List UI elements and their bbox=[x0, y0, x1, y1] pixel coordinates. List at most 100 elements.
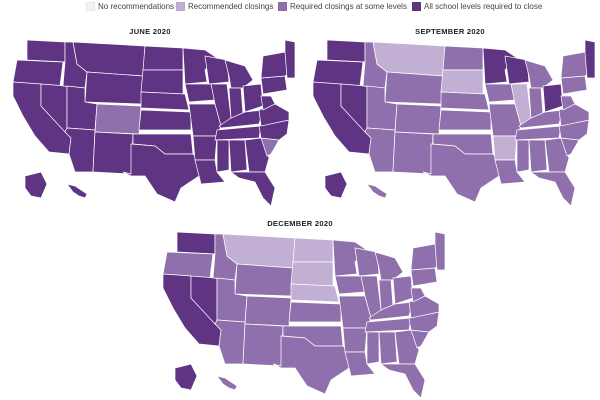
state-or bbox=[12, 59, 64, 87]
state-wy bbox=[384, 71, 444, 105]
state-wy bbox=[234, 263, 294, 297]
state-ne bbox=[440, 91, 490, 111]
map-september-2020: SEPTEMBER 2020 bbox=[305, 26, 596, 207]
state-ia bbox=[184, 83, 216, 103]
state-nm bbox=[392, 131, 434, 175]
state-pa bbox=[560, 75, 588, 95]
state-fl bbox=[379, 363, 426, 399]
state-ga bbox=[244, 137, 270, 173]
map-title: SEPTEMBER 2020 bbox=[415, 27, 485, 36]
state-pa bbox=[260, 75, 288, 95]
state-ks bbox=[138, 109, 192, 131]
state-co bbox=[94, 103, 142, 135]
state-pa bbox=[410, 267, 438, 287]
state-al bbox=[528, 139, 548, 173]
legend-label: No recommendations bbox=[98, 1, 175, 11]
state-ak bbox=[24, 171, 48, 199]
state-sd bbox=[140, 69, 184, 95]
state-ga bbox=[394, 329, 420, 365]
state-nd bbox=[142, 45, 184, 71]
state-ar bbox=[342, 327, 368, 353]
state-ms bbox=[216, 139, 230, 173]
state-ne6 bbox=[434, 231, 446, 271]
state-nd bbox=[442, 45, 484, 71]
state-wv bbox=[560, 95, 576, 111]
state-mi bbox=[524, 59, 554, 89]
state-la bbox=[494, 159, 526, 185]
state-ia bbox=[484, 83, 516, 103]
state-wi bbox=[504, 55, 530, 85]
state-mi bbox=[224, 59, 254, 89]
state-hi bbox=[366, 183, 388, 199]
state-sd bbox=[440, 69, 484, 95]
state-ms bbox=[366, 331, 380, 365]
legend-item-required-some-levels: Required closings at some levels bbox=[278, 0, 407, 12]
legend-swatch bbox=[412, 1, 421, 11]
state-hi bbox=[216, 375, 238, 391]
state-co bbox=[394, 103, 442, 135]
state-co bbox=[244, 295, 292, 327]
state-wa bbox=[176, 231, 216, 255]
state-hi bbox=[66, 183, 88, 199]
state-ne6 bbox=[584, 39, 596, 79]
legend-label: All school levels required to close bbox=[424, 1, 543, 11]
state-ne bbox=[290, 283, 340, 303]
state-wv bbox=[410, 287, 426, 303]
state-tx bbox=[122, 143, 202, 203]
state-wa bbox=[26, 39, 66, 63]
state-az bbox=[214, 319, 246, 365]
state-az bbox=[64, 127, 96, 173]
state-ga bbox=[544, 137, 570, 173]
state-az bbox=[364, 127, 396, 173]
state-ne6 bbox=[284, 39, 296, 79]
legend-label: Required closings at some levels bbox=[290, 1, 407, 11]
state-oh bbox=[392, 275, 414, 305]
map-june-2020: JUNE 2020 bbox=[5, 26, 296, 207]
us-states-map bbox=[162, 231, 446, 399]
state-oh bbox=[242, 83, 264, 113]
state-ms bbox=[516, 139, 530, 173]
state-wy bbox=[84, 71, 144, 105]
state-ak bbox=[324, 171, 348, 199]
state-ak bbox=[174, 363, 198, 391]
legend-item-recommended-closings: Recommended closings bbox=[176, 0, 273, 12]
state-wi bbox=[204, 55, 230, 85]
state-ia bbox=[334, 275, 366, 295]
us-states-map bbox=[12, 39, 296, 207]
legend-label: Recommended closings bbox=[188, 1, 274, 11]
map-december-2020: DECEMBER 2020 bbox=[155, 218, 446, 399]
state-ne bbox=[140, 91, 190, 111]
state-ks bbox=[438, 109, 492, 131]
state-ar bbox=[492, 135, 518, 161]
state-or bbox=[312, 59, 364, 87]
state-mi bbox=[374, 251, 404, 281]
legend-item-all-levels-close: All school levels required to close bbox=[412, 0, 542, 12]
legend: No recommendations Recommended closings … bbox=[0, 0, 600, 14]
state-tx bbox=[422, 143, 502, 203]
map-title: DECEMBER 2020 bbox=[267, 219, 333, 228]
state-oh bbox=[542, 83, 564, 113]
state-nd bbox=[292, 237, 334, 263]
state-la bbox=[344, 351, 376, 377]
state-sd bbox=[290, 261, 334, 287]
map-title: JUNE 2020 bbox=[129, 27, 171, 36]
state-al bbox=[228, 139, 248, 173]
state-ar bbox=[192, 135, 218, 161]
state-wa bbox=[326, 39, 366, 63]
state-wi bbox=[354, 247, 380, 277]
state-fl bbox=[529, 171, 576, 207]
state-fl bbox=[229, 171, 276, 207]
state-tx bbox=[272, 335, 352, 395]
state-al bbox=[378, 331, 398, 365]
state-nm bbox=[242, 323, 284, 367]
state-ks bbox=[288, 301, 342, 323]
state-la bbox=[194, 159, 226, 185]
legend-swatch bbox=[86, 1, 95, 11]
state-wv bbox=[260, 95, 276, 111]
us-states-map bbox=[312, 39, 596, 207]
legend-swatch bbox=[278, 1, 287, 11]
legend-item-no-recommendations: No recommendations bbox=[86, 0, 174, 12]
state-or bbox=[162, 251, 214, 279]
state-nm bbox=[92, 131, 134, 175]
legend-swatch bbox=[176, 1, 185, 11]
